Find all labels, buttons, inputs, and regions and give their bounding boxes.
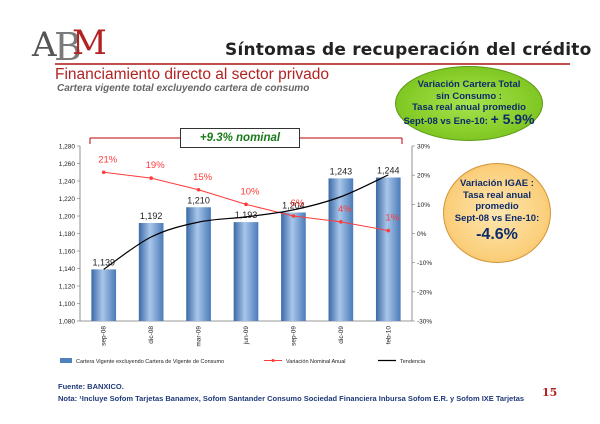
bar-value-label: 1,192 bbox=[140, 211, 163, 221]
x-tick-label: dic-09 bbox=[338, 326, 345, 344]
callout-cartera-line4: Sept-08 vs Ene-10: bbox=[403, 115, 488, 127]
callout-igae: Variación IGAE : Tasa real anual promedi… bbox=[443, 163, 551, 263]
title-divider bbox=[55, 63, 570, 65]
bar-dic-08 bbox=[138, 223, 164, 321]
x-tick-label: jun-09 bbox=[243, 326, 250, 345]
x-tick-label: sep-09 bbox=[290, 326, 297, 346]
trend-line bbox=[103, 174, 389, 270]
legend-bar-label: Cartera Vigente excluyendo Cartera de Vi… bbox=[76, 359, 224, 365]
y-tick-label: 1,200 bbox=[59, 214, 76, 221]
y-tick-label: 1,220 bbox=[59, 196, 76, 203]
callout-cartera-value: + 5.9% bbox=[490, 110, 535, 127]
y-tick-label: 1,240 bbox=[59, 179, 76, 186]
callout-igae-line4: Sept-08 vs Ene-10: bbox=[454, 212, 540, 224]
page-number: 15 bbox=[542, 386, 558, 399]
legend-nominal-label: Variación Nominal Anual bbox=[286, 359, 346, 365]
footer-source: Fuente: BANXICO. bbox=[58, 382, 124, 391]
x-tick-label: sep-08 bbox=[101, 326, 108, 346]
nominal-point bbox=[196, 187, 201, 192]
y-tick-label: 1,140 bbox=[59, 266, 76, 273]
logo-letter-a: A bbox=[31, 25, 57, 65]
nominal-label: 4% bbox=[338, 204, 352, 215]
bar-value-label: 1,243 bbox=[330, 166, 353, 176]
callout-cartera-line1: Variación Cartera Total bbox=[417, 79, 521, 90]
y2-tick-label: -30% bbox=[417, 319, 432, 326]
nominal-label: 1% bbox=[385, 213, 399, 224]
y2-tick-label: -20% bbox=[417, 289, 432, 296]
y2-tick-label: 30% bbox=[417, 144, 430, 151]
callout-igae-value: -4.6% bbox=[476, 226, 518, 243]
bar-value-label: 1,244 bbox=[377, 166, 400, 176]
x-tick-label: feb-10 bbox=[385, 326, 392, 345]
logo-letter-b: B bbox=[54, 25, 82, 68]
nominal-label: 15% bbox=[193, 172, 213, 183]
y-tick-label: 1,260 bbox=[59, 161, 76, 168]
y2-tick-label: 20% bbox=[417, 173, 430, 180]
bar-feb-10 bbox=[375, 177, 401, 321]
bar-dic-09 bbox=[328, 178, 354, 321]
callout-cartera-line4-row: Sept-08 vs Ene-10: + 5.9% bbox=[396, 110, 542, 128]
callout-igae-line3: promedio bbox=[475, 201, 519, 212]
bar-jun-09 bbox=[233, 222, 259, 321]
footer-note: Nota: ¹Incluye Sofom Tarjetas Banamex, S… bbox=[58, 394, 525, 403]
bar-value-label: 1,139 bbox=[92, 257, 115, 267]
nominal-growth-label: +9.3% nominal bbox=[180, 128, 300, 148]
nominal-label: 21% bbox=[98, 154, 118, 165]
nominal-label: 6% bbox=[291, 198, 305, 209]
bar-value-label: 1,210 bbox=[187, 195, 210, 205]
y-tick-label: 1,100 bbox=[59, 301, 76, 308]
bar-sep-08 bbox=[91, 269, 117, 321]
section-subtitle: Cartera vigente total excluyendo cartera… bbox=[57, 83, 310, 94]
y-tick-label: 1,080 bbox=[59, 319, 76, 326]
legend-trend-label: Tendencia bbox=[400, 359, 426, 365]
callout-cartera-line3: Tasa real anual promedio bbox=[412, 102, 526, 113]
y2-tick-label: 0% bbox=[417, 231, 427, 238]
y-tick-label: 1,180 bbox=[59, 231, 76, 238]
abm-logo: A B M bbox=[31, 23, 107, 68]
bar-value-label: 1,204 bbox=[282, 201, 305, 211]
bar-value-label: 1,193 bbox=[235, 210, 258, 220]
bar-mar-09 bbox=[186, 207, 211, 321]
logo-letter-m: M bbox=[72, 23, 107, 63]
x-tick-label: mar-09 bbox=[196, 326, 203, 347]
nominal-label: 19% bbox=[146, 160, 166, 171]
x-tick-label: dic-08 bbox=[148, 326, 155, 344]
nominal-point bbox=[149, 176, 153, 180]
legend-bar-swatch bbox=[60, 358, 72, 363]
callout-igae-line2: Tasa real anual bbox=[463, 189, 531, 201]
nominal-point bbox=[386, 228, 391, 233]
bar-sep-09 bbox=[281, 212, 306, 321]
nominal-point bbox=[244, 202, 248, 207]
callout-igae-line1: Variación IGAE : bbox=[460, 178, 534, 189]
y-tick-label: 1,280 bbox=[59, 144, 76, 151]
nominal-point bbox=[291, 214, 296, 218]
y-tick-label: 1,120 bbox=[59, 284, 76, 291]
nominal-point bbox=[101, 170, 106, 175]
legend-nominal-dot bbox=[271, 359, 275, 362]
y-tick-label: 1,160 bbox=[59, 249, 76, 256]
callout-cartera: Variación Cartera Total sin Consumo : Ta… bbox=[395, 66, 543, 141]
nominal-label: 10% bbox=[240, 186, 260, 197]
y2-tick-label: -10% bbox=[417, 260, 432, 267]
section-title: Financiamiento directo al sector privado bbox=[55, 66, 329, 83]
callout-cartera-line2: sin Consumo : bbox=[436, 90, 502, 102]
slide-title: Síntomas de recuperación del crédito bbox=[225, 40, 592, 60]
y2-tick-label: 10% bbox=[417, 202, 430, 209]
nominal-point bbox=[339, 220, 343, 224]
